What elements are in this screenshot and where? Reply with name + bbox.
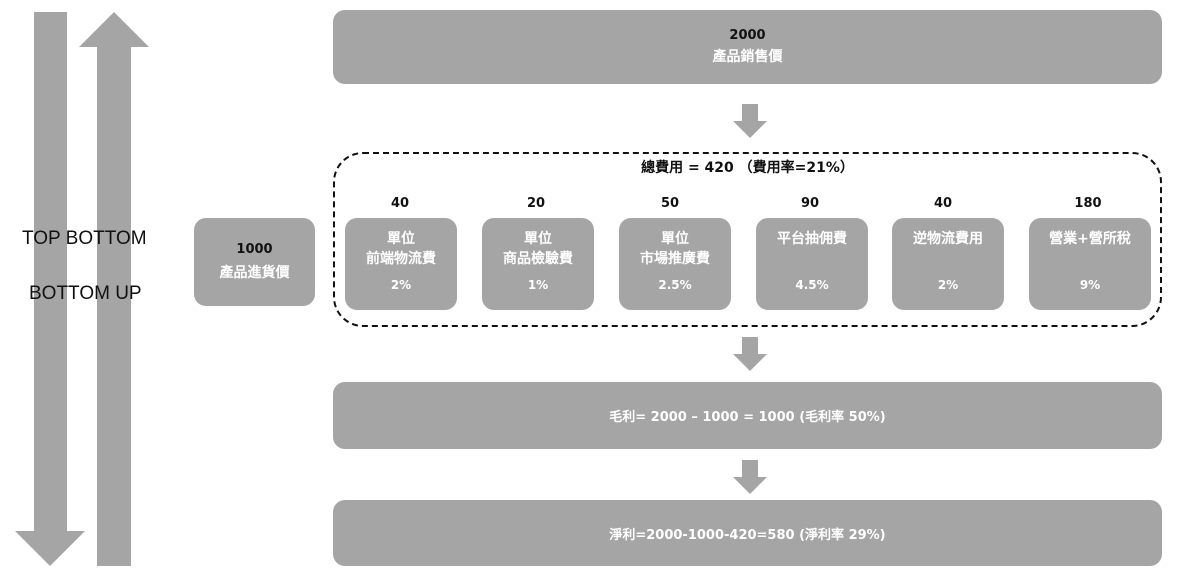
expense-box-inspection: 單位 商品檢驗費 1% [482, 218, 594, 310]
expense-label: 營業+營所稅 [1049, 231, 1131, 247]
expense-amount: 40 [390, 196, 410, 211]
expense-rate: 9% [1079, 278, 1101, 292]
net-profit-text: 淨利=2000-1000-420=580 (淨利率 29%) [609, 527, 886, 543]
expenses-container [333, 152, 1162, 327]
expense-box-reverse-logistics: 逆物流費用 2% [892, 218, 1004, 310]
down-arrow-icon [733, 337, 767, 371]
gross-profit-text: 毛利= 2000 – 1000 = 1000 (毛利率 50%) [609, 410, 886, 425]
purchase-price-label: 產品進貨價 [219, 265, 290, 281]
expense-rate: 2% [937, 278, 959, 292]
top-bottom-label: TOP BOTTOM [22, 228, 147, 249]
net-profit-box: 淨利=2000-1000-420=580 (淨利率 29%) [333, 500, 1162, 566]
expense-box-marketing: 單位 市場推廣費 2.5% [619, 218, 731, 310]
expense-amount: 180 [1074, 196, 1102, 211]
gross-profit-box: 毛利= 2000 – 1000 = 1000 (毛利率 50%) [333, 382, 1162, 449]
expense-amount: 90 [800, 196, 820, 211]
sale-price-box: 2000 產品銷售價 [333, 10, 1162, 84]
top-bottom-arrows [15, 12, 149, 566]
sale-price-label: 產品銷售價 [712, 49, 783, 65]
expense-rate: 2% [390, 278, 412, 292]
sale-price-value: 2000 [729, 28, 766, 43]
down-arrow-icon [733, 104, 767, 138]
expense-rate: 4.5% [795, 278, 829, 292]
expense-label: 平台抽佣費 [777, 231, 847, 247]
up-arrow-icon [79, 12, 149, 566]
expenses-total: 總費用 = 420 （費用率=21%） [641, 160, 854, 176]
expense-box-logistics: 單位 前端物流費 2% [345, 218, 457, 310]
expense-amount: 50 [660, 196, 680, 211]
down-arrow-icon [733, 460, 767, 494]
expense-rate: 1% [527, 278, 549, 292]
expense-label: 逆物流費用 [913, 231, 983, 247]
down-arrow-icon [15, 12, 85, 566]
expense-label: 市場推廣費 [640, 251, 710, 267]
expense-amount: 40 [933, 196, 953, 211]
bottom-up-label: BOTTOM UP [29, 283, 142, 304]
expense-amount: 20 [526, 196, 546, 211]
expense-rate: 2.5% [658, 278, 692, 292]
expense-box-platform-commission: 平台抽佣費 4.5% [756, 218, 868, 310]
purchase-price-box: 1000 產品進貨價 [194, 218, 315, 306]
purchase-price-value: 1000 [236, 242, 273, 257]
expense-label: 商品檢驗費 [503, 251, 573, 267]
expense-label: 單位 [661, 231, 689, 247]
expense-box-tax: 營業+營所稅 9% [1029, 218, 1151, 310]
expense-label: 單位 [387, 231, 415, 247]
expense-label: 前端物流費 [366, 251, 436, 267]
expense-label: 單位 [524, 231, 552, 247]
